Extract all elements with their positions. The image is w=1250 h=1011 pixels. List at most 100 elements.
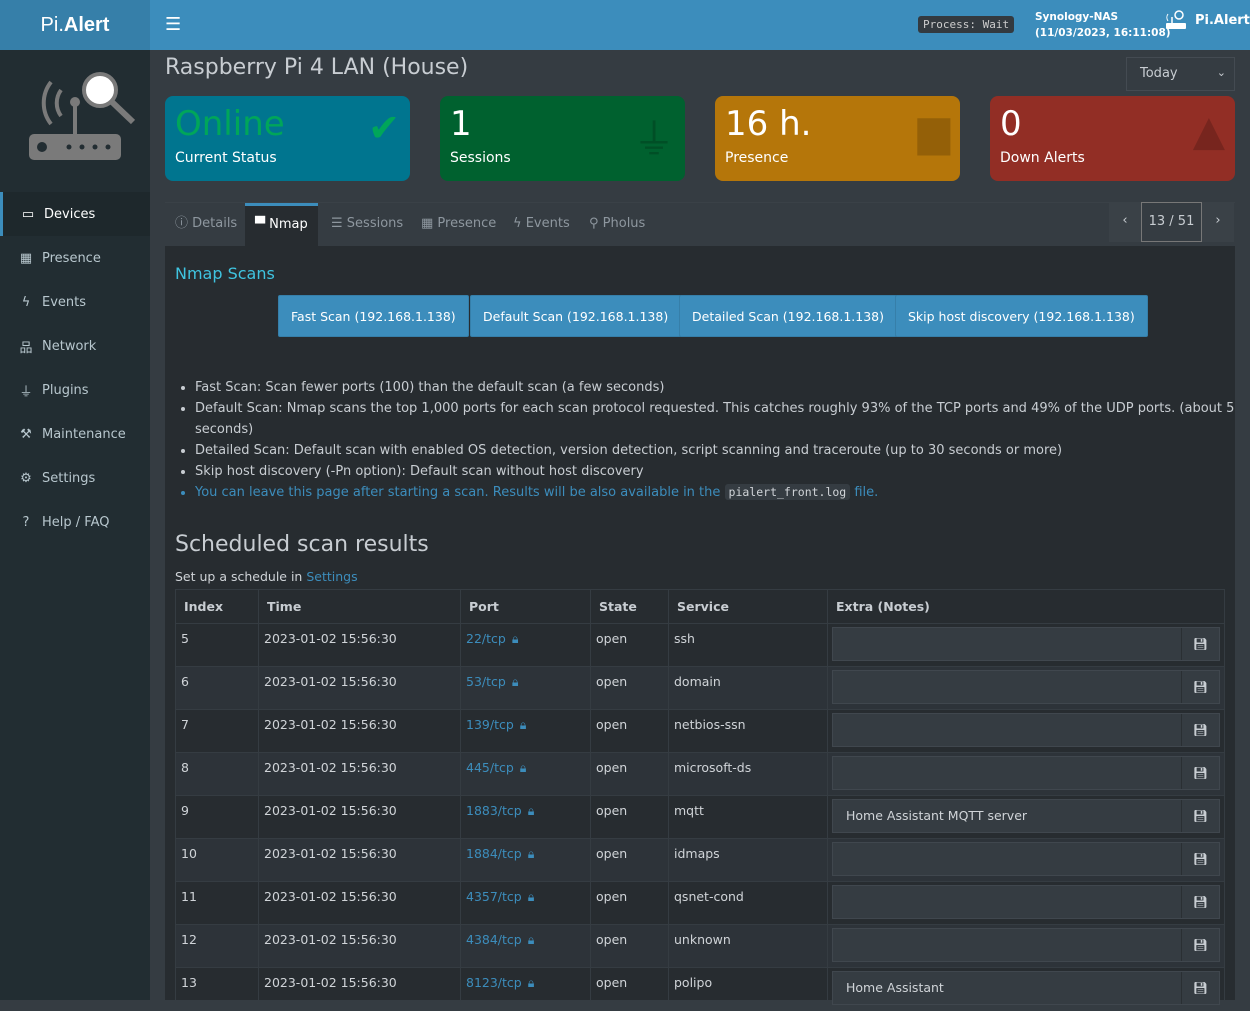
floppy-icon: 💾︎ xyxy=(1192,723,1209,737)
lock-icon: 🔒︎ xyxy=(527,932,535,947)
notes-input[interactable] xyxy=(833,843,1181,875)
notes-input[interactable] xyxy=(833,757,1181,789)
port-link[interactable]: 445/tcp xyxy=(466,760,514,775)
tab-events[interactable]: ϟ Events xyxy=(513,216,570,231)
calendar-icon: ▆ xyxy=(917,106,950,155)
fast-scan-button[interactable]: Fast Scan (192.168.1.138) xyxy=(278,295,469,337)
sidebar-item-help[interactable]: ? Help / FAQ xyxy=(0,500,150,544)
next-device-button[interactable]: › xyxy=(1202,202,1234,242)
menu-toggle-icon[interactable]: ☰ xyxy=(165,14,182,35)
scan-notes: Fast Scan: Scan fewer ports (100) than t… xyxy=(195,377,1235,503)
device-position: 13 / 51 xyxy=(1141,202,1202,242)
port-link[interactable]: 1884/tcp xyxy=(466,846,522,861)
save-notes-button[interactable]: 💾︎ xyxy=(1181,929,1219,961)
settings-link[interactable]: Settings xyxy=(306,569,358,584)
bolt-icon: ϟ xyxy=(21,294,31,310)
save-notes-button[interactable]: 💾︎ xyxy=(1181,800,1219,832)
table-row: 7 2023-01-02 15:56:30 139/tcp 🔒︎ open netbios… xyxy=(175,709,1225,753)
save-notes-button[interactable]: 💾︎ xyxy=(1181,671,1219,703)
notes-input[interactable]: Home Assistant MQTT server xyxy=(833,800,1181,832)
period-select[interactable]: Today ⌄ xyxy=(1126,57,1235,91)
router-logo-icon xyxy=(1166,10,1186,29)
check-icon: ✔ xyxy=(368,106,400,150)
sidebar-item-maintenance[interactable]: ⚒ Maintenance xyxy=(0,412,150,456)
user-menu[interactable]: Pi.Alert xyxy=(1165,10,1250,30)
chevron-down-icon: ⌄ xyxy=(1216,66,1226,79)
down-alerts-card[interactable]: 0 Down Alerts ▲ xyxy=(990,96,1235,181)
port-link[interactable]: 139/tcp xyxy=(466,717,514,732)
skip-host-discovery-button[interactable]: Skip host discovery (192.168.1.138) xyxy=(895,295,1148,337)
plug-icon: ⏚ xyxy=(19,384,33,400)
scan-results-table: Index Time Port State Service Extra (Not… xyxy=(175,589,1225,1011)
sitemap-icon: 品 xyxy=(19,340,33,356)
plug-icon: ⏚ xyxy=(632,115,675,164)
notes-input[interactable] xyxy=(833,671,1181,703)
floppy-icon: 💾︎ xyxy=(1192,809,1209,823)
lock-icon: 🔒︎ xyxy=(527,889,535,904)
presence-card[interactable]: 16 h. Presence ▆ xyxy=(715,96,960,181)
lock-icon: 🔒︎ xyxy=(519,760,527,775)
lock-icon: 🔒︎ xyxy=(511,631,519,646)
notes-input[interactable]: Home Assistant xyxy=(833,972,1181,1004)
save-notes-button[interactable]: 💾︎ xyxy=(1181,714,1219,746)
sidebar-item-settings[interactable]: ⚙ Settings xyxy=(0,456,150,500)
tab-nmap[interactable]: ▀ Nmap xyxy=(245,203,318,247)
notes-input[interactable] xyxy=(833,714,1181,746)
table-row: 13 2023-01-02 15:56:30 8123/tcp 🔒︎ open polip… xyxy=(175,967,1225,1011)
app-logo[interactable]: Pi.Alert xyxy=(0,0,150,50)
device-pager: ‹ 13 / 51 › xyxy=(1109,202,1234,242)
tab-presence[interactable]: ▦ Presence xyxy=(421,216,497,231)
notes-input[interactable] xyxy=(833,628,1181,660)
save-notes-button[interactable]: 💾︎ xyxy=(1181,972,1219,1004)
default-scan-button[interactable]: Default Scan (192.168.1.138) xyxy=(470,295,682,337)
sidebar: ▭ Devices ▦ Presence ϟ Events 品 Network ⏚ Plu… xyxy=(0,50,150,1000)
nmap-title: Nmap Scans xyxy=(175,264,275,283)
tab-details[interactable]: ⓘ Details xyxy=(175,216,238,231)
save-notes-button[interactable]: 💾︎ xyxy=(1181,757,1219,789)
lock-icon: 🔒︎ xyxy=(527,846,535,861)
laptop-icon: ▭ xyxy=(21,206,35,222)
table-row: 8 2023-01-02 15:56:30 445/tcp 🔒︎ open microso… xyxy=(175,752,1225,796)
nmap-panel: Nmap Scans Fast Scan (192.168.1.138) Def… xyxy=(165,246,1235,1011)
calendar-icon: ▦ xyxy=(19,250,33,266)
sessions-card[interactable]: 1 Sessions ⏚ xyxy=(440,96,685,181)
save-notes-button[interactable]: 💾︎ xyxy=(1181,628,1219,660)
port-link[interactable]: 1883/tcp xyxy=(466,803,522,818)
tab-sessions[interactable]: ☰ Sessions xyxy=(331,216,404,231)
port-link[interactable]: 53/tcp xyxy=(466,674,506,689)
table-row: 6 2023-01-02 15:56:30 53/tcp 🔒︎ open domain 💾︎ xyxy=(175,666,1225,710)
gear-icon: ⚙ xyxy=(20,470,32,486)
previous-device-button[interactable]: ‹ xyxy=(1109,202,1141,242)
lock-icon: 🔒︎ xyxy=(519,717,527,732)
table-row: 9 2023-01-02 15:56:30 1883/tcp 🔒︎ open mqtt Ho… xyxy=(175,795,1225,839)
save-notes-button[interactable]: 💾︎ xyxy=(1181,886,1219,918)
sidebar-item-events[interactable]: ϟ Events xyxy=(0,280,150,324)
sidebar-item-network[interactable]: 品 Network xyxy=(19,338,97,356)
notes-input[interactable] xyxy=(833,929,1181,961)
status-card[interactable]: Online Current Status ✔ xyxy=(165,96,410,181)
tab-pholus[interactable]: ⚲ Pholus xyxy=(589,216,646,231)
sidebar-item-plugins[interactable]: ⏚ Plugins xyxy=(19,382,89,400)
wrench-icon: ⚒ xyxy=(20,426,32,442)
page-title: Raspberry Pi 4 LAN (House) xyxy=(165,55,469,80)
top-bar: Pi.Alert ☰ Process: Wait Synology-NAS (11… xyxy=(0,0,1250,50)
question-icon: ? xyxy=(22,514,30,530)
schedule-hint: Set up a schedule in Settings xyxy=(175,569,358,584)
save-notes-button[interactable]: 💾︎ xyxy=(1181,843,1219,875)
port-link[interactable]: 4357/tcp xyxy=(466,889,522,904)
scheduled-results-title: Scheduled scan results xyxy=(175,532,429,557)
port-link[interactable]: 4384/tcp xyxy=(466,932,522,947)
notes-input[interactable] xyxy=(833,886,1181,918)
server-info: Synology-NAS (11/03/2023, 16:11:08) xyxy=(1035,11,1171,39)
detailed-scan-button[interactable]: Detailed Scan (192.168.1.138) xyxy=(679,295,897,337)
sidebar-item-presence[interactable]: ▦ Presence xyxy=(19,250,101,266)
port-link[interactable]: 8123/tcp xyxy=(466,975,522,990)
floppy-icon: 💾︎ xyxy=(1192,637,1209,651)
table-row: 12 2023-01-02 15:56:30 4384/tcp 🔒︎ open unkno… xyxy=(175,924,1225,968)
lock-icon: 🔒︎ xyxy=(511,674,519,689)
table-row: 11 2023-01-02 15:56:30 4357/tcp 🔒︎ open qsnet… xyxy=(175,881,1225,925)
sidebar-item-devices[interactable]: ▭ Devices xyxy=(0,192,150,236)
floppy-icon: 💾︎ xyxy=(1192,680,1209,694)
floppy-icon: 💾︎ xyxy=(1192,766,1209,780)
port-link[interactable]: 22/tcp xyxy=(466,631,506,646)
